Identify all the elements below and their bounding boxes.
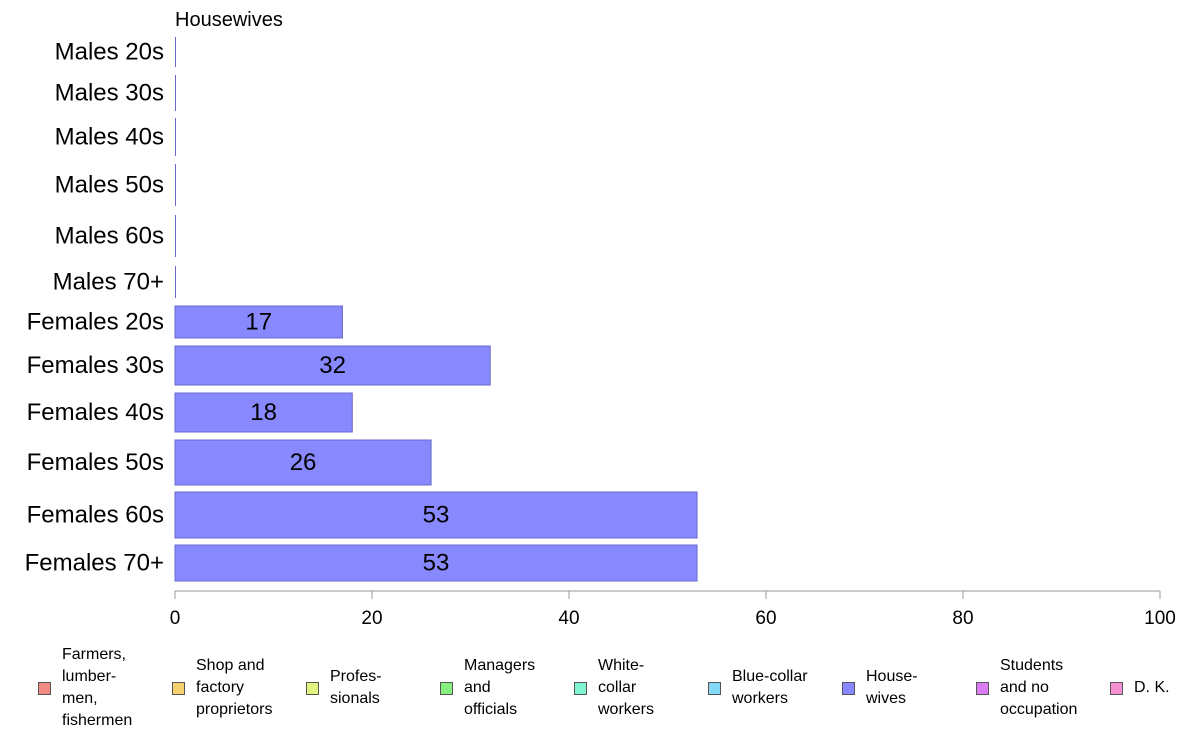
legend-swatch xyxy=(440,681,453,695)
legend-label: Profes- sionals xyxy=(330,668,382,707)
legend-label: Shop and factory proprietors xyxy=(196,657,273,718)
legend-item: House- wives xyxy=(842,640,918,736)
data-label-females-50s: 26 xyxy=(290,449,317,476)
category-label-females-50s: Females 50s xyxy=(27,449,164,476)
category-label-males-30s: Males 30s xyxy=(55,80,164,107)
legend-swatch xyxy=(1110,681,1123,695)
x-axis: 0 20 40 60 80 100 xyxy=(170,590,1176,629)
bar-males-70plus xyxy=(175,266,176,298)
legend-swatch xyxy=(172,681,185,695)
x-tick-label-80: 80 xyxy=(952,608,973,629)
legend-label: Farmers, lumber- men, fishermen xyxy=(62,646,133,729)
legend-item: Managers and officials xyxy=(440,640,535,736)
legend-swatch xyxy=(708,681,721,695)
data-label-females-30s: 32 xyxy=(319,352,346,379)
legend-label: Blue-collar workers xyxy=(732,668,808,707)
legend-label: D. K. xyxy=(1134,679,1170,696)
bar-females-40s xyxy=(174,392,353,433)
data-label-females-20s: 17 xyxy=(245,309,272,336)
legend-swatch xyxy=(574,681,587,695)
legend-label: House- wives xyxy=(866,668,918,707)
bar-females-50s xyxy=(174,439,432,486)
legend-swatch xyxy=(306,681,319,695)
bar-males-50s xyxy=(175,164,176,206)
category-label-males-20s: Males 20s xyxy=(55,39,164,66)
bars-group: 17 32 18 26 53 53 xyxy=(174,37,698,582)
category-label-females-20s: Females 20s xyxy=(27,309,164,336)
legend: Farmers, lumber- men, fishermen Shop and … xyxy=(0,640,1188,736)
legend-item: Students and no occupation xyxy=(976,640,1077,736)
legend-label: Students and no occupation xyxy=(1000,657,1078,718)
bar-males-30s xyxy=(175,75,176,111)
legend-item: D. K. xyxy=(1110,640,1170,736)
legend-swatch xyxy=(38,681,51,695)
bar-females-60s xyxy=(174,491,698,539)
x-tick-label-40: 40 xyxy=(558,608,579,629)
legend-swatch xyxy=(842,681,855,695)
legend-item: Shop and factory proprietors xyxy=(172,640,272,736)
legend-item: Profes- sionals xyxy=(306,640,382,736)
category-labels: Males 20s Males 30s Males 40s Males 50s Male… xyxy=(25,39,164,577)
legend-label: White- collar workers xyxy=(598,657,655,718)
bar-males-40s xyxy=(175,118,176,156)
legend-swatch xyxy=(976,681,989,695)
x-tick-label-100: 100 xyxy=(1144,608,1176,629)
data-label-females-70plus: 53 xyxy=(423,550,450,577)
bar-females-20s xyxy=(174,305,343,339)
legend-item: White- collar workers xyxy=(574,640,654,736)
data-label-females-40s: 18 xyxy=(250,399,277,426)
category-label-males-70plus: Males 70+ xyxy=(53,269,164,296)
x-tick-label-60: 60 xyxy=(755,608,776,629)
bar-females-70plus xyxy=(174,544,698,582)
category-label-females-40s: Females 40s xyxy=(27,399,164,426)
category-label-females-70plus: Females 70+ xyxy=(25,550,164,577)
category-label-males-40s: Males 40s xyxy=(55,124,164,151)
bar-females-30s xyxy=(174,345,491,386)
bar-males-20s xyxy=(175,37,176,67)
legend-item: Farmers, lumber- men, fishermen xyxy=(38,640,132,736)
category-label-males-50s: Males 50s xyxy=(55,172,164,199)
x-tick-label-0: 0 xyxy=(170,608,181,629)
bar-males-60s xyxy=(175,215,176,257)
legend-label: Managers and officials xyxy=(464,657,536,718)
category-label-females-30s: Females 30s xyxy=(27,352,164,379)
category-label-females-60s: Females 60s xyxy=(27,502,164,529)
x-tick-label-20: 20 xyxy=(361,608,382,629)
chart-title: Housewives xyxy=(175,9,283,31)
category-label-males-60s: Males 60s xyxy=(55,223,164,250)
legend-item: Blue-collar workers xyxy=(708,640,808,736)
data-label-females-60s: 53 xyxy=(423,502,450,529)
